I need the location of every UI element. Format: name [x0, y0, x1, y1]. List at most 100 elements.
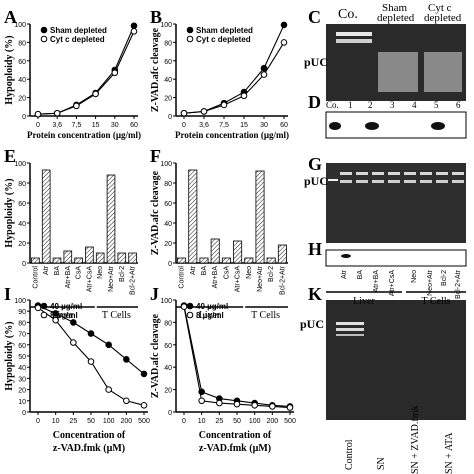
x-tick-label-A-4: 30 — [111, 122, 119, 129]
legend-label-J-0: 40 µg/ml — [196, 302, 228, 311]
gel-K-lane-control: Control — [344, 439, 355, 470]
y-tick-label-I-6: 60 — [18, 343, 26, 350]
data-point-J-1-2 — [216, 399, 223, 407]
group-label-liver-F: Liver — [199, 310, 221, 321]
gel-G-band-upper-1 — [356, 172, 368, 175]
data-point-I-1-1 — [52, 316, 59, 324]
data-point-A-1-1 — [53, 109, 61, 117]
x-tick-label-J-3: 50 — [233, 418, 241, 425]
x-tick-label-I-6: 500 — [138, 418, 150, 425]
blot-H-lane-label-7: Bcl-2+Atr — [455, 269, 462, 299]
category-label-F-7: Neo+Atr — [257, 265, 264, 292]
gel-C-band-1 — [336, 32, 372, 36]
blot-D-lane-5: 5 — [434, 100, 439, 110]
bar-E-1 — [41, 169, 51, 264]
gel-C-band-2 — [336, 39, 372, 43]
gel-K: pUC Control SN SN + ZVAD.fmk SN + ATA — [300, 300, 466, 474]
y-tick-label-E-3: 60 — [18, 201, 26, 208]
series-line-J-1 — [183, 306, 291, 409]
x-tick-label-A-5: 60 — [130, 122, 138, 129]
legend-label-I-1: 8 µg/ml — [50, 311, 78, 320]
y-tick-label-F-1: 20 — [164, 241, 172, 248]
data-point-J-1-6 — [286, 404, 294, 411]
y-tick-label-I-7: 70 — [18, 332, 26, 339]
y-axis-label-F: Z-VAD.afc cleavage — [150, 170, 161, 255]
blot-D-lane-1: 1 — [348, 100, 353, 110]
data-point-I-0-5 — [123, 356, 130, 363]
gel-G-band-lower-1 — [356, 180, 368, 183]
blot-D-band-co — [329, 122, 341, 130]
x-tick-label-J-2: 25 — [215, 418, 223, 425]
y-tick-label-A-0: 0 — [22, 114, 26, 121]
gel-G-background — [326, 163, 466, 243]
x-tick-label-I-1: 10 — [52, 418, 60, 425]
data-point-B-0-4 — [260, 64, 268, 72]
panel-letter-B: B — [150, 7, 162, 27]
x-axis-label-J-line1: Concentration of — [199, 430, 272, 441]
x-tick-label-J-4: 100 — [249, 418, 261, 425]
x-tick-label-A-0: 0 — [36, 122, 40, 129]
y-axis-label-A: Hypoploidy (%) — [4, 35, 15, 104]
y-tick-label-I-2: 20 — [18, 388, 26, 395]
category-label-E-7: Neo+Atr — [108, 265, 115, 292]
panel-letter-D: D — [308, 92, 321, 112]
y-tick-label-A-4: 80 — [18, 40, 26, 47]
y-tick-label-A-2: 40 — [18, 77, 26, 84]
data-point-J-1-5 — [269, 403, 276, 410]
data-point-I-1-5 — [123, 397, 130, 405]
x-tick-label-I-3: 50 — [87, 418, 95, 425]
bar-E-4 — [74, 257, 83, 264]
x-tick-label-B-2: 7,5 — [219, 122, 229, 129]
category-label-E-8: Bcl-2 — [119, 266, 126, 282]
category-label-E-0: Control — [32, 266, 39, 289]
data-point-B-1-4 — [260, 71, 268, 78]
blot-D-frame — [325, 111, 467, 139]
gel-G-band-lower-3 — [388, 180, 400, 183]
bar-E-8 — [117, 252, 127, 264]
y-tick-label-E-4: 80 — [18, 181, 26, 188]
data-point-B-1-0 — [180, 109, 188, 117]
gel-G-band-control — [328, 179, 338, 181]
blot-D-lane-co: Co. — [326, 100, 339, 110]
y-tick-label-I-1: 10 — [18, 399, 26, 406]
y-tick-label-F-3: 60 — [164, 201, 172, 208]
y-axis-label-J: Z-VAD.afc cleavage — [150, 313, 161, 398]
blot-D: Co. 1 2 3 4 5 6 — [325, 100, 467, 139]
blot-H-group-tcells: T Cells — [422, 296, 451, 307]
x-tick-label-A-1: 3,6 — [52, 122, 62, 129]
y-tick-label-I-5: 50 — [18, 354, 26, 361]
data-point-J-1-1 — [198, 397, 205, 405]
gel-K-band-2 — [336, 328, 364, 331]
category-label-E-5: Atr+CsA — [86, 266, 93, 293]
x-axis-label-I-line1: Concentration of — [53, 430, 126, 441]
blot-D-lane-4: 4 — [412, 100, 417, 110]
x-axis-label-J-line2: z-VAD.fmk (µM) — [199, 443, 271, 454]
x-tick-label-J-1: 10 — [198, 418, 206, 425]
y-axis-label-E: Hypoploidy (%) — [4, 178, 15, 247]
y-tick-label-F-0: 0 — [168, 261, 172, 268]
bar-F-0 — [177, 257, 187, 264]
y-tick-label-I-3: 30 — [18, 376, 26, 383]
data-point-I-1-4 — [105, 386, 112, 393]
y-tick-label-E-5: 100 — [14, 161, 26, 168]
bar-F-3 — [210, 238, 220, 264]
panel-letter-F: F — [150, 146, 161, 166]
y-tick-label-B-2: 40 — [164, 77, 172, 84]
category-label-F-3: Atr+BA — [212, 266, 219, 289]
panel-letter-I: I — [4, 284, 11, 304]
category-label-E-2: BA — [54, 266, 61, 276]
bar-E-7 — [106, 174, 116, 264]
data-point-B-1-1 — [200, 108, 208, 115]
legend-marker-B-1 — [186, 35, 194, 43]
blot-H-lane-label-1: BA — [357, 270, 364, 280]
bar-F-4 — [221, 257, 231, 264]
y-tick-label-F-5: 100 — [160, 161, 172, 168]
y-tick-label-J-2: 40 — [164, 365, 172, 372]
gel-K-band-1 — [336, 322, 364, 325]
gel-G-band-upper-7 — [452, 172, 464, 175]
gel-K-background — [326, 300, 466, 420]
y-tick-label-A-1: 20 — [18, 96, 26, 103]
bar-E-9 — [128, 252, 137, 264]
data-point-A-1-2 — [73, 102, 80, 110]
x-tick-label-B-3: 15 — [240, 122, 248, 129]
